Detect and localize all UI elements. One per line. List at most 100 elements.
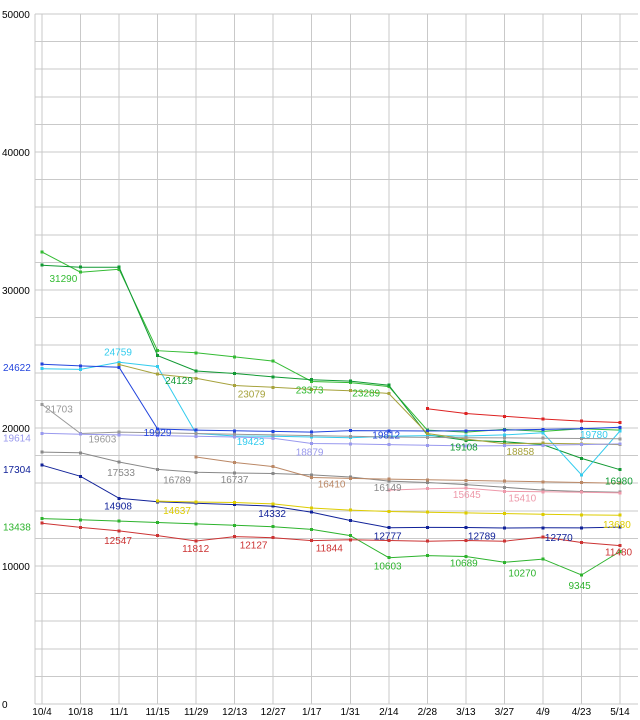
point-value-label: 10603 [374, 562, 402, 573]
point-value-label: 9345 [569, 581, 592, 592]
data-point-marker [156, 431, 160, 435]
data-point-marker [348, 538, 352, 542]
data-point-marker [156, 354, 160, 358]
point-value-label: 11812 [182, 544, 210, 555]
y-axis-tick-label: 50000 [2, 10, 30, 21]
data-point-marker [541, 431, 545, 435]
data-point-marker [464, 511, 468, 515]
data-point-marker [387, 435, 391, 439]
data-point-marker [348, 379, 352, 383]
data-point-marker [233, 471, 237, 475]
data-point-marker [79, 518, 82, 522]
data-point-marker [425, 525, 429, 529]
x-axis-tick-label: 3/13 [456, 707, 476, 718]
x-axis-tick-label: 2/14 [379, 707, 399, 718]
series-tan [194, 455, 622, 485]
data-point-marker [40, 362, 44, 366]
data-point-marker [348, 434, 352, 438]
data-point-marker [541, 488, 545, 492]
data-point-marker [156, 434, 160, 438]
data-point-marker [271, 436, 275, 440]
data-point-marker [425, 554, 429, 558]
data-point-marker [271, 385, 275, 389]
series-yellow [156, 499, 622, 517]
x-axis-tick-label: 10/4 [32, 707, 52, 718]
series-red-low [40, 521, 622, 548]
data-point-marker [156, 365, 160, 369]
data-point-marker [541, 443, 545, 447]
data-point-marker [541, 557, 545, 561]
data-point-marker [425, 481, 429, 484]
data-point-marker [79, 451, 82, 455]
data-point-marker [40, 463, 44, 467]
data-point-marker [310, 506, 314, 510]
y-axis-tick-label: 20000 [2, 424, 30, 435]
data-point-marker [502, 442, 506, 446]
point-value-label: 16789 [163, 475, 191, 486]
data-point-marker [40, 517, 44, 521]
data-point-marker [117, 529, 121, 533]
data-point-marker [233, 372, 237, 375]
data-point-marker [618, 425, 622, 429]
axis-labels: 0 10000 20000 30000 40000 50000 10/4 10/18 11/1 1… [2, 10, 630, 718]
data-point-marker [618, 429, 622, 433]
data-point-marker [233, 503, 237, 507]
data-point-marker [580, 513, 583, 517]
data-point-marker [464, 526, 468, 529]
data-point-marker [464, 539, 468, 542]
point-value-label: 18858 [506, 447, 534, 458]
data-point-marker [117, 460, 121, 464]
data-point-marker [194, 434, 198, 438]
data-point-marker [541, 417, 545, 421]
data-point-marker [387, 429, 391, 433]
point-value-label: 16149 [374, 483, 402, 494]
data-point-marker [40, 431, 44, 435]
data-point-marker [310, 442, 314, 445]
data-point-marker [618, 468, 622, 472]
data-point-marker [310, 387, 314, 391]
data-point-marker [618, 481, 622, 485]
data-point-marker [541, 480, 545, 484]
data-point-marker [194, 428, 198, 432]
series-red-high [425, 407, 622, 424]
data-point-marker [580, 573, 583, 577]
data-point-marker [271, 525, 275, 529]
data-point-marker [271, 502, 275, 506]
data-point-marker [233, 435, 237, 439]
data-point-marker [348, 508, 352, 512]
series-gray-dark [40, 450, 622, 494]
y-axis-tick-label: 40000 [2, 148, 30, 159]
data-point-marker [40, 403, 44, 406]
point-value-label: 12777 [374, 532, 402, 543]
point-value-label: 24129 [165, 376, 193, 387]
y-axis-tick-label: 10000 [2, 562, 30, 573]
data-point-marker [502, 428, 506, 432]
point-value-label: 11480 [605, 548, 633, 559]
data-point-marker [580, 526, 583, 530]
data-point-marker [464, 444, 468, 448]
data-point-marker [580, 473, 583, 477]
point-value-label: 16410 [318, 480, 346, 491]
data-point-marker [580, 443, 583, 447]
data-point-marker [79, 432, 82, 436]
point-value-label: 13438 [3, 523, 31, 534]
data-point-marker [310, 430, 314, 434]
series-green-light [40, 250, 622, 434]
x-axis-tick-label: 11/15 [145, 707, 170, 718]
data-point-marker [618, 513, 622, 517]
point-value-label: 16737 [221, 475, 249, 486]
data-point-marker [271, 536, 275, 540]
data-point-marker [156, 349, 160, 353]
point-value-label: 17533 [107, 468, 135, 479]
point-value-label: 23289 [352, 389, 380, 400]
point-value-label: 24622 [3, 363, 31, 374]
data-point-marker [425, 435, 429, 439]
series-periwinkle [40, 431, 622, 448]
data-point-marker [194, 455, 198, 459]
data-point-marker [464, 412, 468, 415]
data-point-marker [502, 444, 506, 448]
data-point-marker [502, 526, 506, 530]
data-point-marker [117, 360, 121, 364]
data-point-marker [580, 437, 583, 440]
